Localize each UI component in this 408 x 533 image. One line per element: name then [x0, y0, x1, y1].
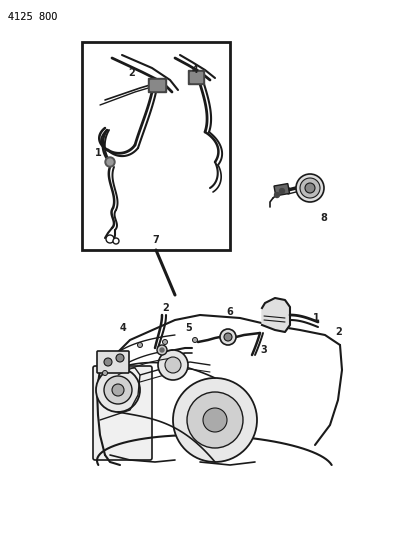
Circle shape — [102, 370, 107, 376]
Circle shape — [300, 178, 320, 198]
Text: 8: 8 — [320, 213, 327, 223]
Bar — [148, 78, 166, 92]
Circle shape — [220, 329, 236, 345]
Text: 1: 1 — [313, 313, 320, 323]
Circle shape — [105, 157, 115, 167]
Text: 2: 2 — [162, 303, 169, 313]
Circle shape — [160, 348, 164, 352]
Text: 6: 6 — [226, 307, 233, 317]
Circle shape — [116, 354, 124, 362]
Circle shape — [279, 189, 284, 193]
Circle shape — [104, 376, 132, 404]
Bar — [82, 42, 230, 250]
Circle shape — [107, 159, 113, 165]
Text: 4: 4 — [120, 323, 127, 333]
Text: 3: 3 — [260, 345, 267, 355]
Circle shape — [305, 183, 315, 193]
Circle shape — [104, 358, 112, 366]
Circle shape — [96, 368, 140, 412]
Polygon shape — [262, 298, 290, 332]
Text: 5: 5 — [185, 323, 192, 333]
Circle shape — [296, 174, 324, 202]
Bar — [190, 72, 202, 82]
FancyBboxPatch shape — [93, 366, 152, 460]
Text: 2: 2 — [335, 327, 342, 337]
Text: 2: 2 — [128, 68, 135, 78]
Circle shape — [187, 392, 243, 448]
Text: 1: 1 — [95, 148, 102, 158]
Circle shape — [113, 238, 119, 244]
Circle shape — [203, 408, 227, 432]
Circle shape — [165, 357, 181, 373]
Circle shape — [112, 384, 124, 396]
Circle shape — [162, 340, 168, 344]
Bar — [188, 70, 204, 84]
FancyBboxPatch shape — [97, 351, 129, 373]
Circle shape — [275, 192, 279, 198]
Circle shape — [193, 337, 197, 343]
Bar — [150, 80, 164, 90]
Text: 4: 4 — [192, 65, 199, 75]
Circle shape — [158, 350, 188, 380]
Text: 7: 7 — [152, 235, 159, 245]
Text: 4125  800: 4125 800 — [8, 12, 58, 22]
Circle shape — [224, 333, 232, 341]
Circle shape — [157, 345, 167, 355]
Circle shape — [106, 235, 114, 243]
Circle shape — [137, 343, 142, 348]
Text: 4125  800: 4125 800 — [8, 12, 58, 22]
Circle shape — [173, 378, 257, 462]
Bar — [274, 183, 290, 196]
